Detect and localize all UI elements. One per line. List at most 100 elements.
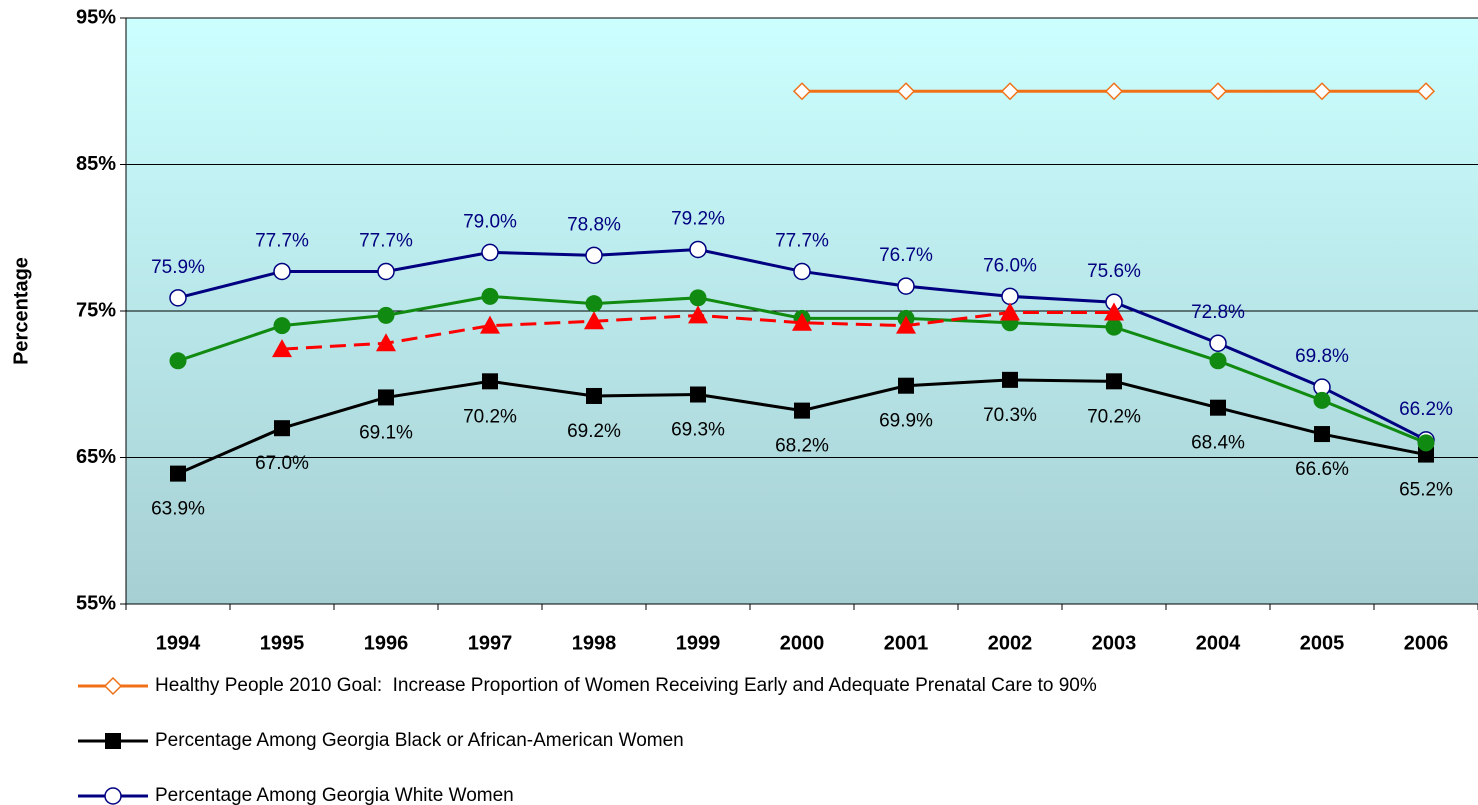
point (1105, 318, 1123, 336)
value-label: 68.2% (775, 436, 829, 457)
x-tick-label: 2002 (988, 632, 1033, 654)
y-tick-label: 65% (76, 446, 116, 468)
legend-label: Percentage Among Georgia White Women (155, 785, 514, 805)
point (170, 465, 186, 482)
value-label: 76.0% (983, 255, 1037, 276)
point (377, 306, 395, 324)
point (103, 676, 123, 696)
value-label: 79.2% (671, 208, 725, 229)
value-label: 63.9% (151, 499, 205, 520)
point (1418, 446, 1434, 463)
point (1209, 334, 1227, 352)
value-label: 75.6% (1087, 261, 1141, 282)
point (1416, 82, 1436, 101)
point (273, 262, 291, 281)
point (1313, 391, 1331, 409)
value-label: 77.7% (775, 230, 829, 251)
value-label: 69.1% (359, 422, 413, 443)
point (1312, 82, 1332, 101)
value-label: 69.3% (671, 420, 725, 441)
y-tick-label: 85% (76, 153, 116, 175)
point (274, 420, 290, 437)
legend-label: Percentage Among Georgia Black or Africa… (155, 730, 684, 751)
point (1104, 302, 1124, 321)
point (584, 311, 604, 330)
y-tick-label: 75% (76, 299, 116, 321)
value-label: 66.2% (1399, 399, 1453, 420)
point (104, 787, 122, 805)
point (1208, 82, 1228, 101)
value-label: 69.9% (879, 411, 933, 432)
point (585, 246, 603, 265)
point (169, 289, 187, 307)
value-label: 68.4% (1191, 433, 1245, 454)
value-label: 70.3% (983, 405, 1037, 426)
point (1000, 82, 1020, 101)
point (1209, 352, 1227, 370)
point (376, 333, 396, 352)
value-label: 77.7% (255, 230, 309, 251)
y-tick-label: 95% (76, 6, 116, 28)
value-label: 79.0% (463, 211, 517, 232)
point (1314, 426, 1330, 443)
value-label: 67.0% (255, 453, 309, 474)
value-label: 70.2% (463, 406, 517, 427)
x-tick-label: 2003 (1092, 632, 1137, 654)
value-label: 78.8% (567, 214, 621, 235)
value-label: 70.2% (1087, 406, 1141, 427)
x-tick-label: 2004 (1196, 632, 1241, 654)
value-label: 69.2% (567, 421, 621, 442)
point (1002, 371, 1018, 388)
point (792, 82, 812, 101)
point (481, 243, 499, 262)
value-label: 65.2% (1399, 480, 1453, 501)
x-tick-label: 1994 (156, 632, 201, 654)
point (1417, 434, 1435, 452)
value-label: 69.8% (1295, 346, 1349, 367)
x-tick-label: 2001 (884, 632, 929, 654)
point (169, 352, 187, 370)
point (480, 315, 500, 334)
point (481, 287, 499, 305)
value-label: 76.7% (879, 245, 933, 266)
point (585, 295, 603, 313)
point (896, 315, 916, 334)
value-label: 75.9% (151, 257, 205, 278)
point (378, 389, 394, 406)
x-tick-label: 2005 (1300, 632, 1345, 654)
point (377, 262, 395, 281)
point (1001, 287, 1019, 306)
y-tick-label: 55% (76, 592, 116, 614)
point (586, 387, 602, 404)
point (1106, 373, 1122, 390)
point (689, 289, 707, 307)
point (482, 373, 498, 390)
point (896, 82, 916, 101)
x-tick-label: 2006 (1404, 632, 1449, 654)
x-tick-label: 2000 (780, 632, 825, 654)
point (898, 377, 914, 394)
value-label: 72.8% (1191, 302, 1245, 323)
point (688, 305, 708, 324)
point (794, 402, 810, 419)
value-label: 77.7% (359, 230, 413, 251)
x-tick-label: 1999 (676, 632, 721, 654)
point (105, 733, 121, 749)
point (689, 240, 707, 259)
point (272, 339, 292, 358)
x-tick-label: 1998 (572, 632, 617, 654)
point (897, 277, 915, 295)
point (690, 386, 706, 403)
x-tick-label: 1996 (364, 632, 409, 654)
point (273, 317, 291, 335)
point (1000, 302, 1020, 321)
y-axis-title: Percentage (10, 257, 32, 365)
point (1104, 82, 1124, 101)
value-label: 66.6% (1295, 459, 1349, 480)
point (793, 262, 811, 281)
x-tick-label: 1997 (468, 632, 513, 654)
legend-label: Healthy People 2010 Goal: Increase Propo… (155, 675, 1097, 696)
point (792, 312, 812, 331)
point (1210, 399, 1226, 416)
